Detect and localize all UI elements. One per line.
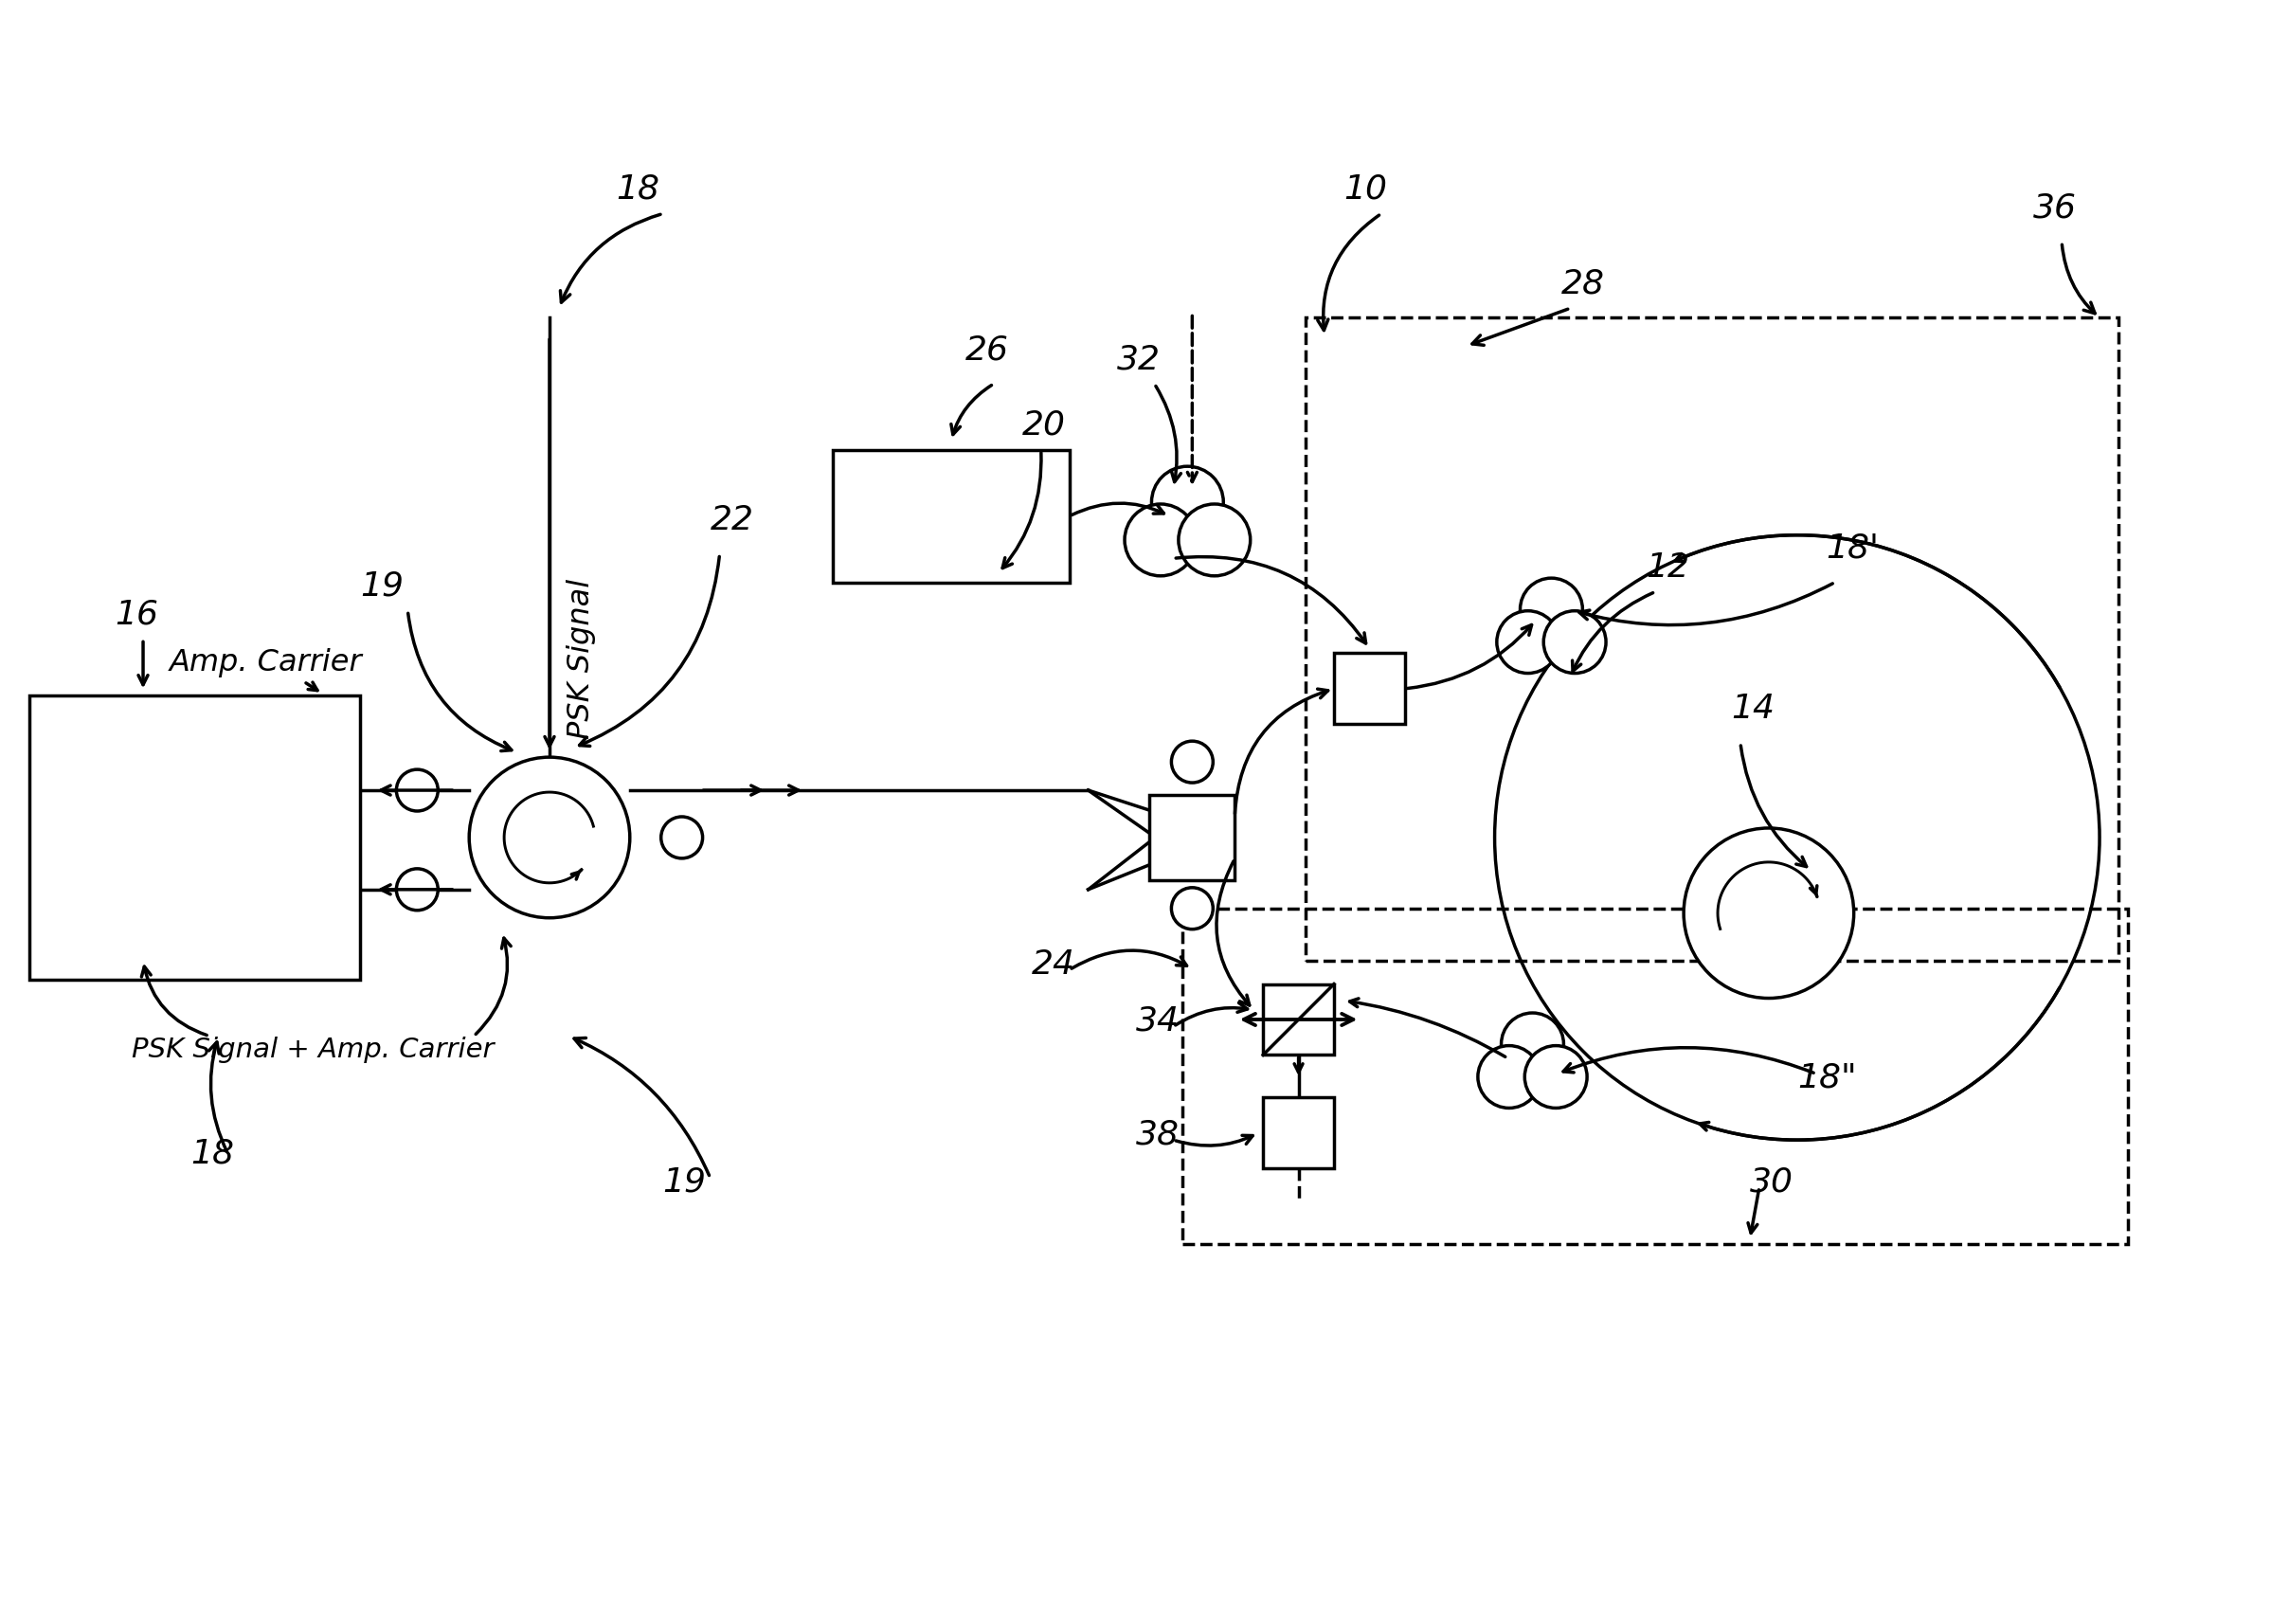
Text: 19: 19: [663, 1164, 706, 1197]
Circle shape: [1497, 612, 1560, 674]
Text: 10: 10: [1344, 172, 1388, 205]
Circle shape: [1501, 1013, 1565, 1075]
Circle shape: [1172, 888, 1213, 929]
Circle shape: [1172, 742, 1213, 783]
Circle shape: [397, 869, 438, 911]
Circle shape: [1151, 468, 1224, 539]
Circle shape: [1124, 505, 1197, 577]
Text: 24: 24: [1031, 947, 1074, 979]
Text: 18: 18: [615, 172, 659, 205]
Text: 14: 14: [1731, 692, 1774, 724]
Text: 32: 32: [1117, 343, 1160, 375]
Text: 18": 18": [1796, 1060, 1855, 1093]
Circle shape: [470, 758, 629, 918]
Text: 38: 38: [1136, 1117, 1179, 1150]
Text: 22: 22: [711, 503, 754, 536]
Bar: [1333, 654, 1406, 724]
Circle shape: [1478, 1046, 1540, 1108]
Bar: [1263, 1098, 1333, 1169]
Bar: [1149, 796, 1235, 880]
Bar: [833, 451, 1070, 583]
Text: 30: 30: [1751, 1164, 1794, 1197]
Circle shape: [1494, 536, 2101, 1140]
Bar: [30, 697, 361, 979]
Circle shape: [661, 817, 702, 859]
Text: 19: 19: [361, 570, 404, 603]
Text: 20: 20: [1022, 409, 1065, 442]
Bar: [1263, 984, 1333, 1056]
Circle shape: [1519, 578, 1583, 641]
Circle shape: [397, 770, 438, 812]
Text: 28: 28: [1560, 268, 1603, 299]
Text: 18: 18: [191, 1137, 234, 1169]
Text: 34: 34: [1136, 1004, 1179, 1036]
Text: PSK Signal + Amp. Carrier: PSK Signal + Amp. Carrier: [132, 1036, 495, 1062]
Text: 26: 26: [965, 333, 1008, 365]
Text: 18': 18': [1826, 531, 1878, 564]
Text: PSK Signal: PSK Signal: [565, 578, 595, 739]
Bar: [1183, 909, 2128, 1244]
Text: 36: 36: [2033, 192, 2078, 224]
Text: 16: 16: [116, 598, 159, 630]
Text: Amp. Carrier: Amp. Carrier: [170, 648, 363, 677]
Text: 12: 12: [1646, 551, 1690, 583]
Circle shape: [1524, 1046, 1587, 1108]
Circle shape: [1179, 505, 1251, 577]
Circle shape: [1683, 828, 1853, 999]
Bar: [1306, 318, 2119, 961]
Circle shape: [1544, 612, 1606, 674]
